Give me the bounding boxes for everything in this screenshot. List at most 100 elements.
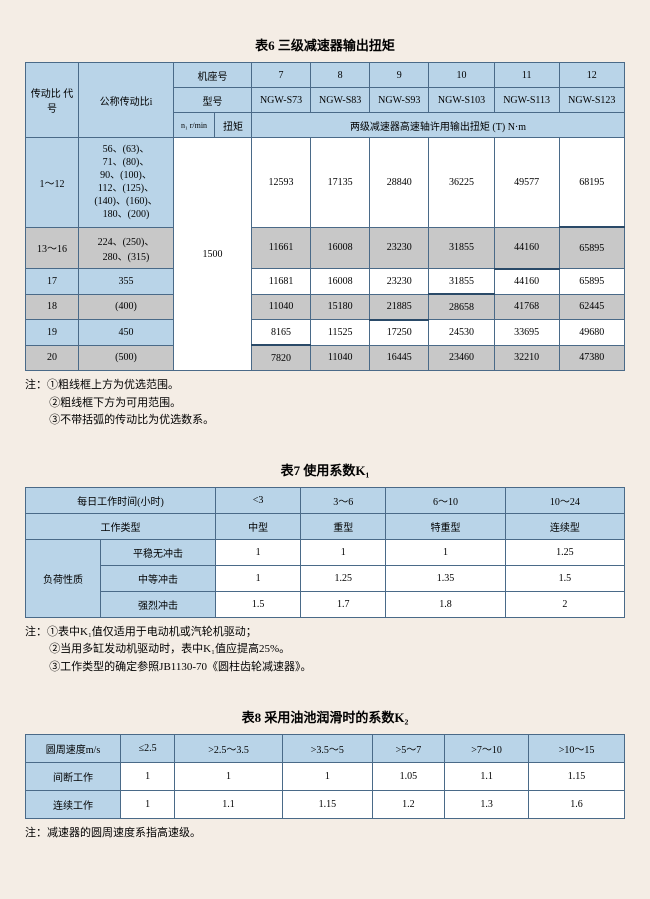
t6-r0-ratios: 56、(63)、 71、(80)、 90、(100)、 112、(125)、 (… <box>79 138 174 228</box>
t6-r4-ratios: 450 <box>79 320 174 346</box>
t6-r0-v3: 36225 <box>429 138 494 228</box>
t6-r5-v0: 7820 <box>252 345 311 371</box>
t7-h3: 10～24 <box>505 487 624 513</box>
t6-model-0: NGW-S73 <box>252 88 311 113</box>
t8-r1-0: 1 <box>121 790 175 818</box>
t6-r0-v4: 49577 <box>494 138 559 228</box>
table8-title: 表8 采用油池润滑时的系数K₂ <box>25 707 625 726</box>
t7-hdr-hours: 每日工作时间(小时) <box>26 487 216 513</box>
t6-model-4: NGW-S113 <box>494 88 559 113</box>
t8-s2: >3.5～5 <box>282 734 372 762</box>
t7-r2-0: 1.5 <box>216 591 301 617</box>
t6-r2-code: 17 <box>26 269 79 295</box>
t6-hdr-allow: 两级减速器高速轴许用输出扭矩 (T) N·m <box>252 113 625 138</box>
t8-s4: >7～10 <box>445 734 529 762</box>
t6-r4-code: 19 <box>26 320 79 346</box>
t7-r0-2: 1 <box>386 539 505 565</box>
t7-h2: 6～10 <box>386 487 505 513</box>
t7-hdr-worktype: 工作类型 <box>26 513 216 539</box>
t6-r5-v4: 32210 <box>494 345 559 371</box>
t6-r5-v3: 23460 <box>429 345 494 371</box>
t6-r2-ratios: 355 <box>79 269 174 295</box>
table7: 每日工作时间(小时) <3 3～6 6～10 10～24 工作类型 中型 重型 … <box>25 487 625 618</box>
t6-r1-v0: 11661 <box>252 227 311 269</box>
table6-notes: 注：①粗线框上方为优选范围。 ②粗线框下方为可用范围。 ③不带括弧的传动比为优选… <box>25 377 625 430</box>
t6-seat-7: 7 <box>252 63 311 88</box>
t6-r5-v1: 11040 <box>311 345 370 371</box>
t6-r5-ratios: (500) <box>79 345 174 371</box>
t6-r5-code: 20 <box>26 345 79 371</box>
t6-r4-v3: 24530 <box>429 320 494 346</box>
table6-title: 表6 三级减速器输出扭矩 <box>25 35 625 54</box>
t8-r0-0: 1 <box>121 762 175 790</box>
t6-n1-val: 1500 <box>174 138 252 371</box>
t8-r0-2: 1 <box>282 762 372 790</box>
t8-r1-1: 1.1 <box>175 790 283 818</box>
t6-model-1: NGW-S83 <box>311 88 370 113</box>
t6-r0-v0: 12593 <box>252 138 311 228</box>
t7-r1-3: 1.5 <box>505 565 624 591</box>
t6-r2-v0: 11681 <box>252 269 311 295</box>
t6-r3-v0: 11040 <box>252 294 311 320</box>
t7-hdr-medium: 中等冲击 <box>101 565 216 591</box>
t6-r3-v5: 62445 <box>559 294 624 320</box>
t6-r5-v2: 16445 <box>370 345 429 371</box>
t7-r1-2: 1.35 <box>386 565 505 591</box>
t6-r5-v5: 47380 <box>559 345 624 371</box>
t7-t3: 连续型 <box>505 513 624 539</box>
t7-t1: 重型 <box>301 513 386 539</box>
t7-r0-1: 1 <box>301 539 386 565</box>
t6-r3-v1: 15180 <box>311 294 370 320</box>
table7-notes: 注：①表中K₁值仅适用于电动机或汽轮机驱动； ②当用多缸发动机驱动时，表中K₁值… <box>25 624 625 677</box>
t6-r4-v4: 33695 <box>494 320 559 346</box>
t8-s1: >2.5～3.5 <box>175 734 283 762</box>
t8-r1-3: 1.2 <box>372 790 444 818</box>
t6-r2-v2: 23230 <box>370 269 429 295</box>
t7-hdr-smooth: 平稳无冲击 <box>101 539 216 565</box>
t8-r1-5: 1.6 <box>529 790 625 818</box>
t7-r2-2: 1.8 <box>386 591 505 617</box>
t6-seat-8: 8 <box>311 63 370 88</box>
t6-seat-11: 11 <box>494 63 559 88</box>
t6-model-2: NGW-S93 <box>370 88 429 113</box>
t7-r0-0: 1 <box>216 539 301 565</box>
t6-hdr-n1: n₁ r/min <box>174 113 215 138</box>
t6-r2-v5: 65895 <box>559 269 624 295</box>
t7-h1: 3～6 <box>301 487 386 513</box>
table6: 传动比 代号 公称传动比i 机座号 7 8 9 10 11 12 型号 NGW-… <box>25 62 625 371</box>
t6-model-3: NGW-S103 <box>429 88 494 113</box>
t8-r0-3: 1.05 <box>372 762 444 790</box>
t7-hdr-load: 负荷性质 <box>26 539 101 617</box>
t8-s3: >5～7 <box>372 734 444 762</box>
t7-hdr-heavy: 强烈冲击 <box>101 591 216 617</box>
t8-s0: ≤2.5 <box>121 734 175 762</box>
t6-r2-v4: 44160 <box>494 269 559 295</box>
t6-hdr-torque: 扭矩 <box>215 113 252 138</box>
t8-s5: >10～15 <box>529 734 625 762</box>
t6-r0-v5: 68195 <box>559 138 624 228</box>
t6-seat-9: 9 <box>370 63 429 88</box>
t6-r1-code: 13～16 <box>26 227 79 269</box>
t6-r3-code: 18 <box>26 294 79 320</box>
t6-r3-v3: 28658 <box>429 294 494 320</box>
t6-r0-code: 1～12 <box>26 138 79 228</box>
t6-r4-v1: 11525 <box>311 320 370 346</box>
t8-hdr-int: 间断工作 <box>26 762 121 790</box>
t7-h0: <3 <box>216 487 301 513</box>
t8-r0-5: 1.15 <box>529 762 625 790</box>
t6-r4-v5: 49680 <box>559 320 624 346</box>
t6-r3-v4: 41768 <box>494 294 559 320</box>
t8-r0-4: 1.1 <box>445 762 529 790</box>
t6-r2-v3: 31855 <box>429 269 494 295</box>
t8-r1-2: 1.15 <box>282 790 372 818</box>
t6-r0-v2: 28840 <box>370 138 429 228</box>
t7-r2-3: 2 <box>505 591 624 617</box>
t8-r1-4: 1.3 <box>445 790 529 818</box>
t6-hdr-nominal: 公称传动比i <box>79 63 174 138</box>
t6-hdr-model: 型号 <box>174 88 252 113</box>
t6-r4-v2: 17250 <box>370 320 429 346</box>
t6-r1-v2: 23230 <box>370 227 429 269</box>
t6-model-5: NGW-S123 <box>559 88 624 113</box>
t8-r0-1: 1 <box>175 762 283 790</box>
t7-r1-0: 1 <box>216 565 301 591</box>
